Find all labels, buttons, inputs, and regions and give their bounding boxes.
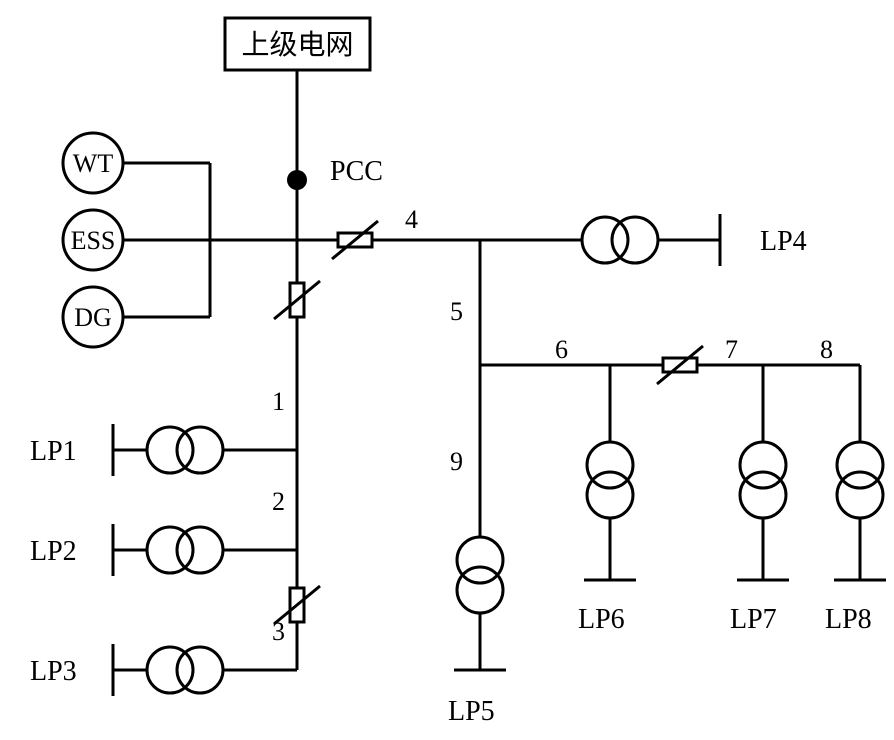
- n9-label: 9: [450, 447, 463, 476]
- dg-label: DG: [74, 303, 112, 332]
- grid-box-label: 上级电网: [241, 29, 353, 61]
- lp5-label: LP5: [448, 696, 495, 727]
- lp4-label: LP4: [760, 226, 807, 257]
- lp3-label: LP3: [30, 656, 77, 687]
- pcc-node: [287, 170, 307, 190]
- lp6-label: LP6: [578, 604, 625, 635]
- n1-label: 1: [272, 387, 285, 416]
- n5-label: 5: [450, 297, 463, 326]
- lp2-label: LP2: [30, 536, 77, 567]
- pcc-label: PCC: [330, 156, 383, 187]
- n6-label: 6: [555, 335, 568, 364]
- lp1-label: LP1: [30, 436, 77, 467]
- n7-label: 7: [725, 335, 738, 364]
- n4-label: 4: [405, 205, 418, 234]
- wt-label: WT: [73, 149, 114, 178]
- n2-label: 2: [272, 487, 285, 516]
- ess-label: ESS: [71, 226, 116, 255]
- n3-label: 3: [272, 617, 285, 646]
- lp8-label: LP8: [825, 604, 872, 635]
- lp7-label: LP7: [730, 604, 777, 635]
- n8-label: 8: [820, 335, 833, 364]
